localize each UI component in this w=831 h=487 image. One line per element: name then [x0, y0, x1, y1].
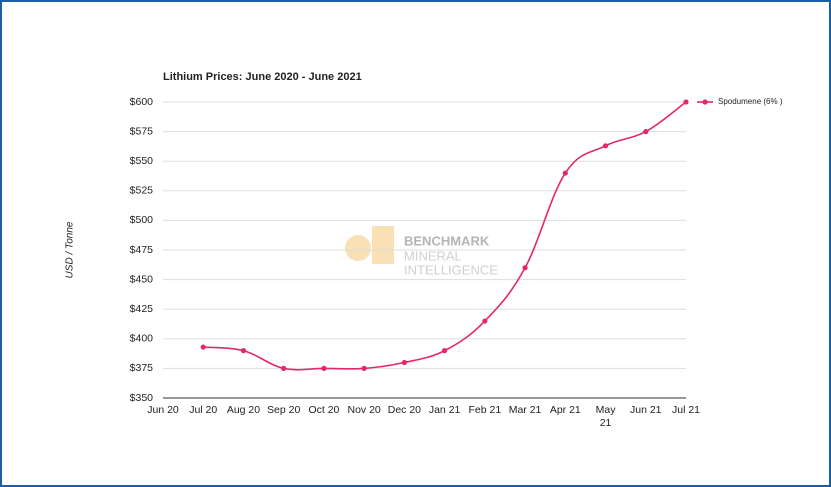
- x-tick-label: May 21: [595, 404, 616, 429]
- watermark: BENCHMARK MINERAL INTELLIGENCE: [345, 226, 498, 277]
- x-tick-label: Jan 21: [428, 404, 461, 416]
- x-tick-label: Mar 21: [508, 404, 542, 416]
- data-point: [683, 99, 689, 105]
- data-point: [321, 365, 327, 371]
- legend-marker: [702, 99, 708, 105]
- y-tick-label: $575: [130, 125, 154, 137]
- x-tick-label: Dec 20: [387, 404, 422, 416]
- y-axis-label: USD / Tonne: [65, 221, 76, 278]
- watermark-logo: [345, 235, 371, 261]
- y-tick-label: $525: [130, 185, 154, 197]
- y-tick-label: $425: [130, 303, 154, 315]
- x-tick-label: Sep 20: [267, 404, 301, 416]
- y-tick-label: $400: [130, 333, 154, 345]
- x-tick-label: Jun 20: [147, 404, 179, 416]
- x-tick-label: Jul 20: [189, 404, 218, 416]
- data-point: [442, 348, 448, 354]
- watermark-text: INTELLIGENCE: [404, 262, 498, 277]
- y-tick-label: $475: [130, 244, 154, 256]
- data-point: [482, 318, 488, 324]
- y-tick-label: $350: [130, 392, 154, 404]
- y-tick-label: $375: [130, 362, 154, 374]
- x-tick-label: Nov 20: [347, 404, 381, 416]
- y-tick-label: $500: [130, 214, 154, 226]
- x-tick-label: Jun 21: [630, 404, 662, 416]
- data-point: [643, 129, 649, 135]
- x-tick-label: Jul 21: [671, 404, 701, 416]
- legend-label: Spodumene (6% ): [718, 97, 783, 106]
- data-point: [562, 170, 568, 176]
- data-point: [240, 348, 247, 354]
- y-tick-label: $450: [130, 273, 154, 285]
- data-point: [200, 344, 206, 350]
- x-tick-label: Aug 20: [226, 404, 261, 416]
- y-tick-label: $600: [130, 96, 154, 108]
- data-point: [281, 365, 287, 371]
- x-tick-label: Oct 20: [308, 404, 340, 416]
- watermark-text: BENCHMARK: [404, 233, 490, 248]
- watermark-logo: [372, 226, 394, 264]
- x-tick-label: Feb 21: [468, 404, 502, 416]
- data-point: [401, 359, 407, 366]
- chart-title: Lithium Prices: June 2020 - June 2021: [163, 71, 362, 83]
- data-point: [602, 143, 609, 149]
- data-point: [361, 365, 367, 371]
- x-tick-label: Apr 21: [549, 404, 581, 416]
- data-point: [522, 265, 528, 271]
- watermark-text: MINERAL: [404, 248, 462, 263]
- y-tick-label: $550: [130, 155, 154, 167]
